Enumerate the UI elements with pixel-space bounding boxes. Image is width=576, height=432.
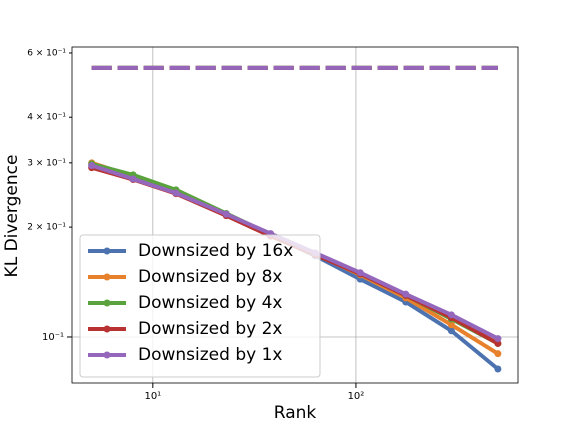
legend-marker	[103, 351, 111, 359]
legend-label: Downsized by 8x	[138, 267, 282, 287]
point	[494, 335, 502, 343]
plot-frame	[71, 46, 519, 384]
y-tick-label: 2 × 10⁻¹	[27, 223, 66, 233]
point	[88, 161, 96, 169]
legend-marker	[103, 273, 111, 281]
point	[494, 365, 502, 373]
legend-box	[79, 234, 321, 378]
x-tick-label: 10²	[348, 391, 365, 402]
point	[447, 311, 455, 319]
legend: Downsized by 16x Downsized by 8x Downsized…	[79, 234, 321, 378]
point	[356, 269, 364, 277]
y-tick-label: 10⁻¹	[42, 332, 64, 343]
x-axis-label: Rank	[274, 403, 317, 423]
y-tick-label: 6 × 10⁻¹	[27, 48, 66, 58]
legend-label: Downsized by 16x	[138, 241, 293, 261]
x-tick-label: 10¹	[144, 391, 161, 402]
point	[222, 210, 230, 218]
legend-marker	[103, 299, 111, 307]
legend-label: Downsized by 2x	[138, 319, 282, 339]
point	[129, 175, 137, 183]
point	[447, 321, 455, 329]
y-tick-label: 3 × 10⁻¹	[27, 158, 66, 168]
point	[494, 350, 502, 358]
legend-marker	[103, 247, 111, 255]
point	[402, 290, 410, 298]
legend-marker	[103, 325, 111, 333]
point	[172, 189, 180, 197]
legend-label: Downsized by 1x	[138, 345, 282, 365]
legend-label: Downsized by 4x	[138, 293, 282, 313]
point	[494, 339, 502, 347]
y-axis-label: KL Divergence	[2, 155, 22, 278]
point	[447, 327, 455, 335]
y-tick-label: 4 × 10⁻¹	[27, 113, 66, 123]
